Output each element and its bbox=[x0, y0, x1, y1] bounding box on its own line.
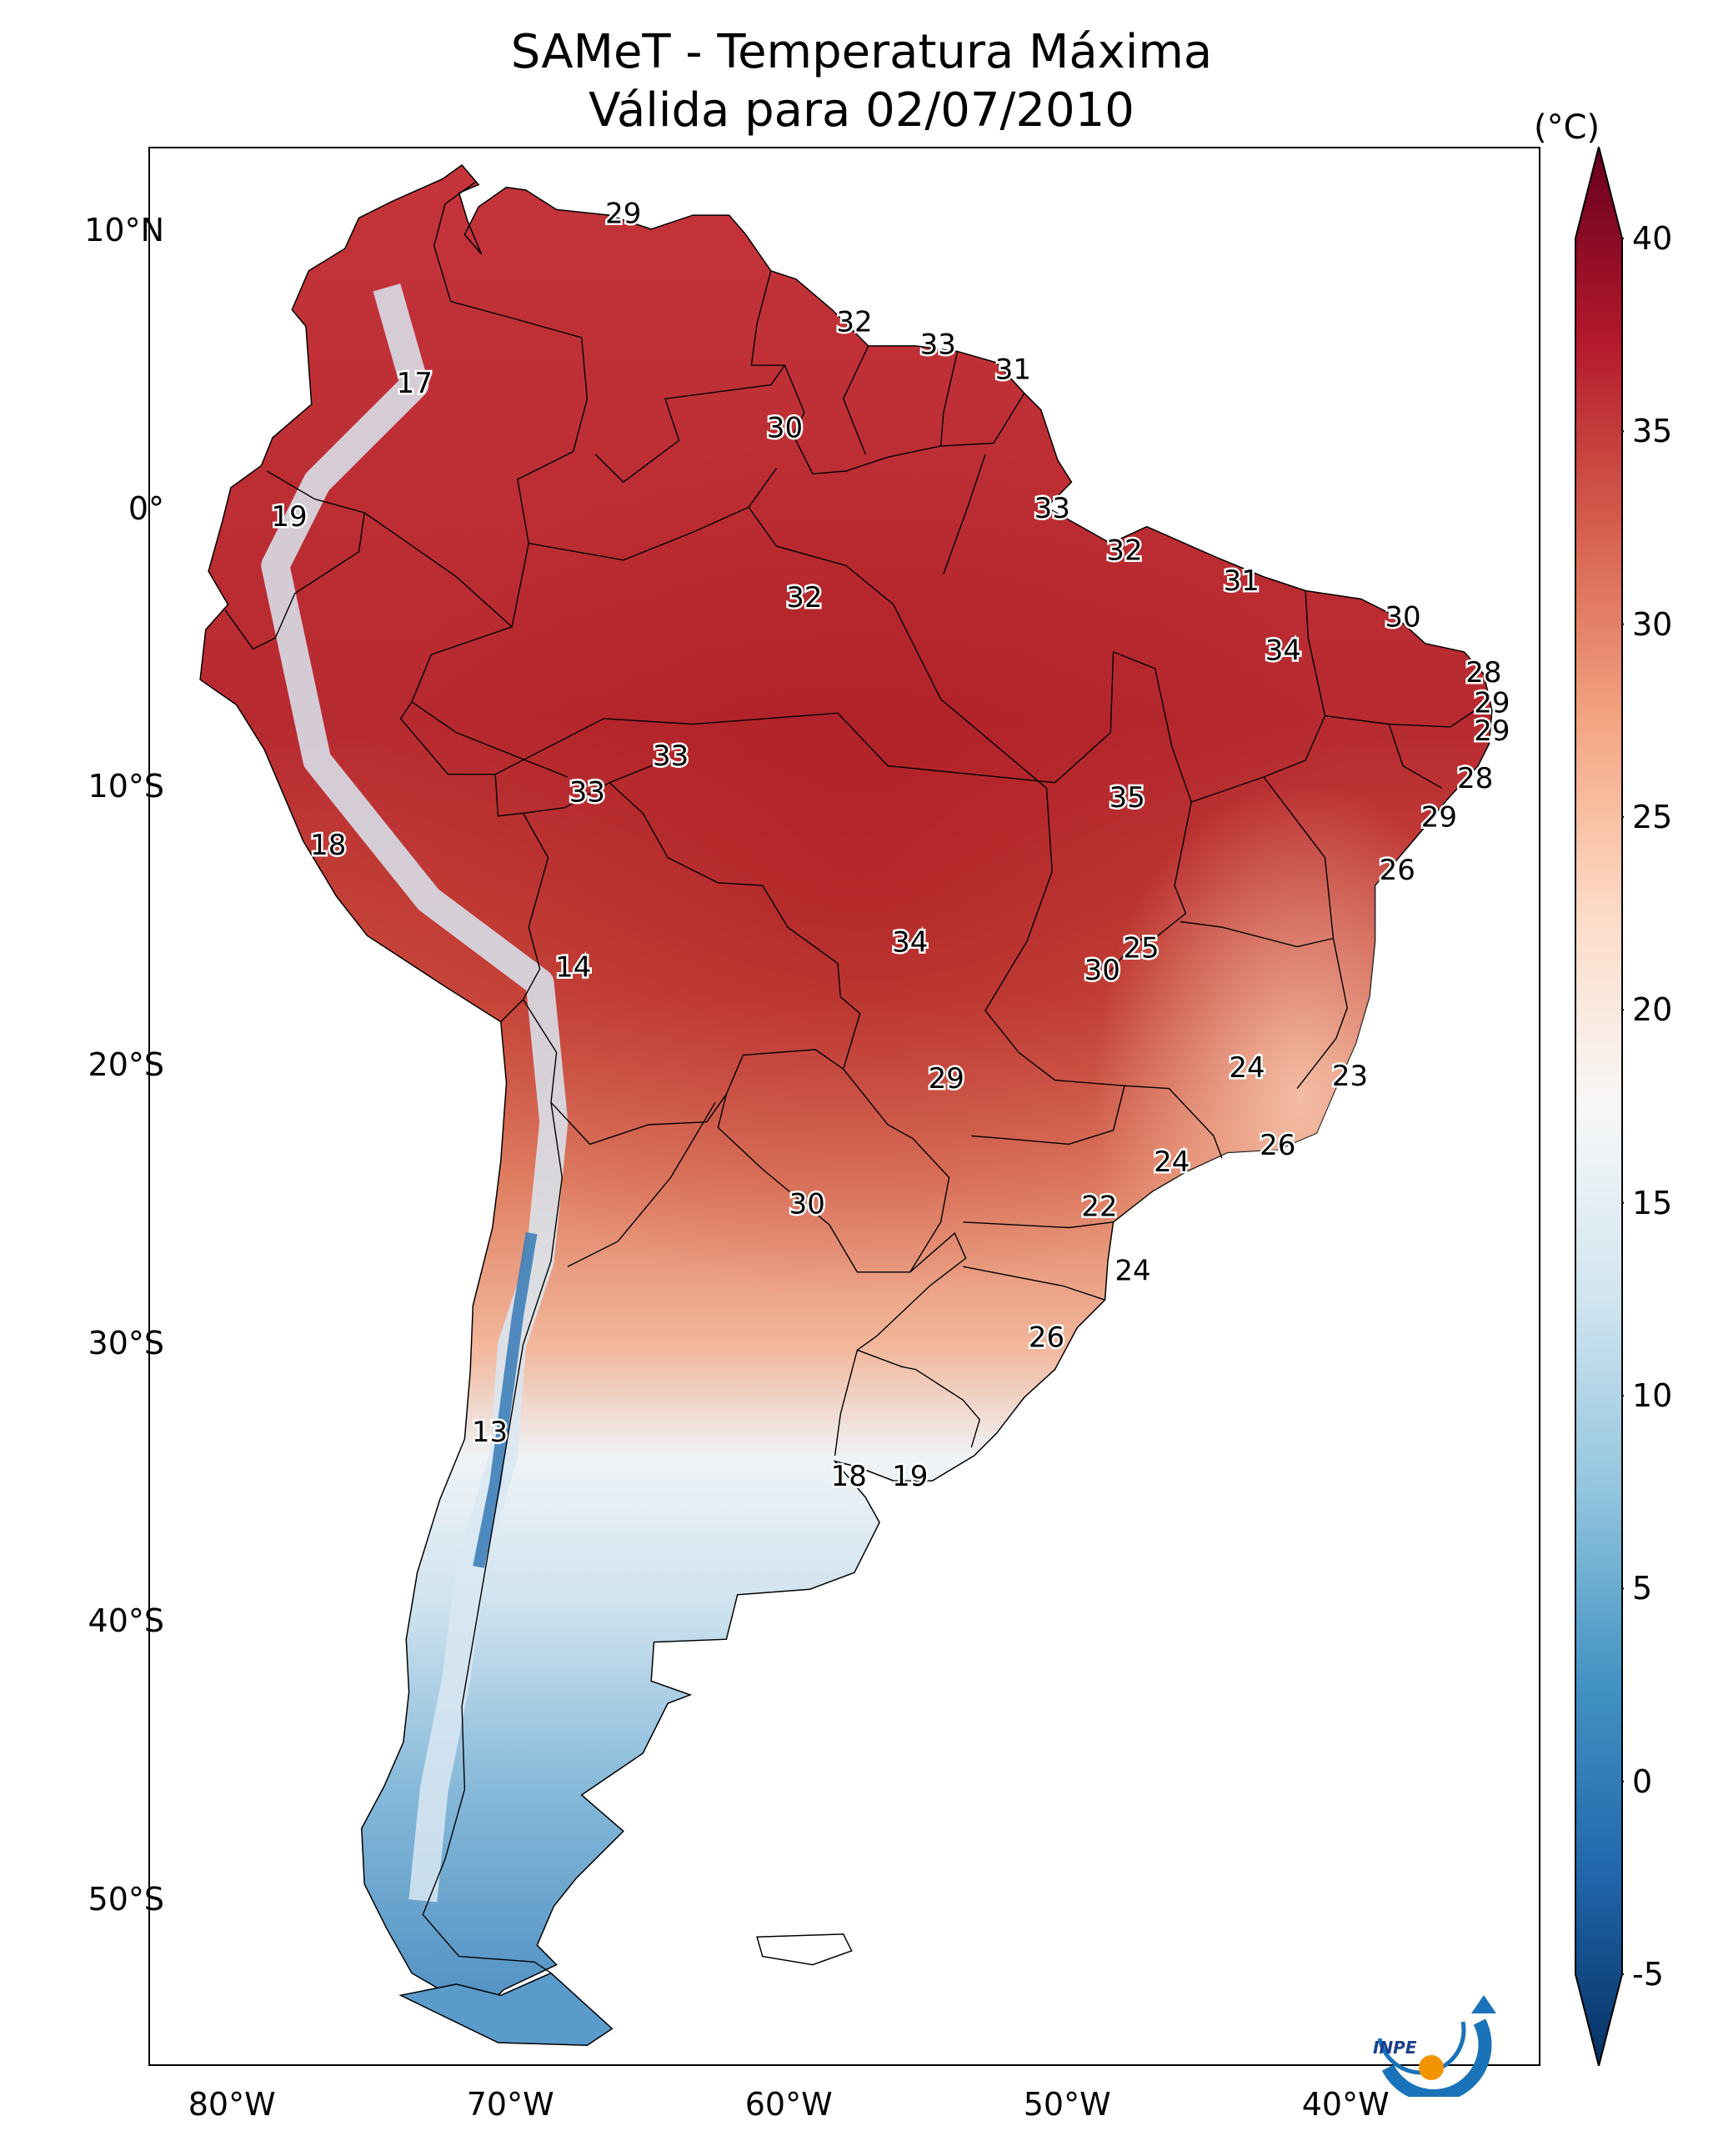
colorbar-tick-label: 0 bbox=[1632, 1762, 1653, 1800]
map-title-line2: Válida para 02/07/2010 bbox=[589, 83, 1134, 138]
longitude-tick-label: 80°W bbox=[188, 2086, 276, 2123]
temperature-label: 14 bbox=[555, 951, 591, 985]
temperature-label: 29 bbox=[1421, 801, 1457, 835]
temperature-label: 34 bbox=[1265, 634, 1301, 667]
temperature-label: 24 bbox=[1114, 1254, 1150, 1287]
colorbar-tick-label: 40 bbox=[1632, 220, 1673, 257]
temperature-label: 23 bbox=[1332, 1060, 1368, 1093]
colorbar-tick-label: -5 bbox=[1632, 1956, 1664, 1993]
temperature-label: 25 bbox=[1123, 931, 1159, 965]
temperature-label: 33 bbox=[653, 740, 689, 773]
temperature-label: 28 bbox=[1465, 656, 1501, 689]
latitude-tick-label: 50°S bbox=[88, 1880, 164, 1918]
temperature-label: 33 bbox=[569, 776, 605, 810]
colorbar-tick-label: 35 bbox=[1632, 413, 1673, 450]
temperature-label: 13 bbox=[472, 1416, 508, 1449]
tierra-del-fuego bbox=[398, 1972, 614, 2047]
temperature-label: 29 bbox=[1474, 687, 1510, 720]
temperature-label: 17 bbox=[397, 367, 433, 400]
temperature-label: 19 bbox=[892, 1460, 928, 1493]
country-borders bbox=[224, 181, 1485, 1974]
temperature-label: 29 bbox=[1474, 714, 1510, 748]
colorbar-tick-label: 20 bbox=[1632, 991, 1673, 1029]
temperature-label: 19 bbox=[271, 500, 307, 534]
map-title-line1: SAMeT - Temperatura Máxima bbox=[510, 25, 1213, 79]
longitude-tick-label: 40°W bbox=[1301, 2086, 1390, 2123]
temperature-label: 26 bbox=[1260, 1129, 1295, 1162]
south-america-landmass bbox=[199, 163, 1493, 2047]
longitude-tick-label: 70°W bbox=[466, 2086, 554, 2123]
temperature-label: 31 bbox=[1224, 564, 1260, 598]
temperature-label: 31 bbox=[995, 353, 1031, 386]
temperature-label: 32 bbox=[786, 581, 822, 614]
latitude-tick-label: 10°N bbox=[84, 212, 164, 249]
latitude-tick-label: 30°S bbox=[88, 1324, 164, 1361]
temperature-label: 24 bbox=[1154, 1146, 1190, 1179]
temperature-label: 30 bbox=[767, 412, 803, 445]
colorbar-tick-label: 5 bbox=[1632, 1570, 1653, 1607]
temperature-label: 33 bbox=[920, 328, 956, 361]
temperature-label: 29 bbox=[929, 1062, 964, 1096]
temperature-label: 18 bbox=[310, 829, 346, 862]
colorbar-tick-label: 10 bbox=[1632, 1377, 1673, 1414]
temperature-label: 35 bbox=[1109, 781, 1145, 815]
colorbar-unit: (°C) bbox=[1534, 108, 1600, 147]
latitude-tick-label: 10°S bbox=[88, 768, 164, 805]
colorbar-tick-label: 30 bbox=[1632, 605, 1673, 643]
temperature-label: 26 bbox=[1380, 854, 1415, 887]
colorbar-tick-label: 15 bbox=[1632, 1184, 1673, 1221]
colorbar-tick-label: 25 bbox=[1632, 799, 1673, 835]
temperature-label: 30 bbox=[1385, 600, 1420, 634]
temperature-label: 29 bbox=[605, 198, 641, 231]
longitude-tick-label: 50°W bbox=[1023, 2086, 1111, 2123]
temperature-label: 26 bbox=[1029, 1321, 1064, 1354]
latitude-tick-label: 0° bbox=[128, 489, 164, 527]
colorbar bbox=[1575, 147, 1624, 2066]
temperature-label: 32 bbox=[836, 306, 872, 339]
map-title: SAMeT - Temperatura Máxima Válida para 0… bbox=[0, 23, 1723, 140]
temperature-label: 22 bbox=[1081, 1191, 1117, 1224]
map-panel[interactable]: 29 32 33 31 17 30 19 33 32 31 32 30 34 28 29 29 33 28 33 35… bbox=[148, 147, 1540, 2066]
svg-text:INPE: INPE bbox=[1373, 2038, 1417, 2058]
inpe-logo: INPE bbox=[1373, 1995, 1496, 2097]
longitude-tick-label: 60°W bbox=[744, 2086, 833, 2123]
temperature-label: 28 bbox=[1457, 762, 1493, 795]
temperature-label: 30 bbox=[789, 1187, 825, 1221]
latitude-tick-label: 20°S bbox=[88, 1045, 164, 1083]
temperature-label: 24 bbox=[1229, 1051, 1265, 1085]
temperature-label: 34 bbox=[892, 926, 928, 960]
temperature-label: 33 bbox=[1034, 492, 1070, 525]
latitude-tick-label: 40°S bbox=[88, 1602, 164, 1640]
temperature-label: 32 bbox=[1106, 534, 1142, 567]
falkland-islands bbox=[756, 1933, 853, 1966]
temperature-label: 18 bbox=[831, 1460, 867, 1493]
temperature-label: 30 bbox=[1084, 954, 1120, 987]
